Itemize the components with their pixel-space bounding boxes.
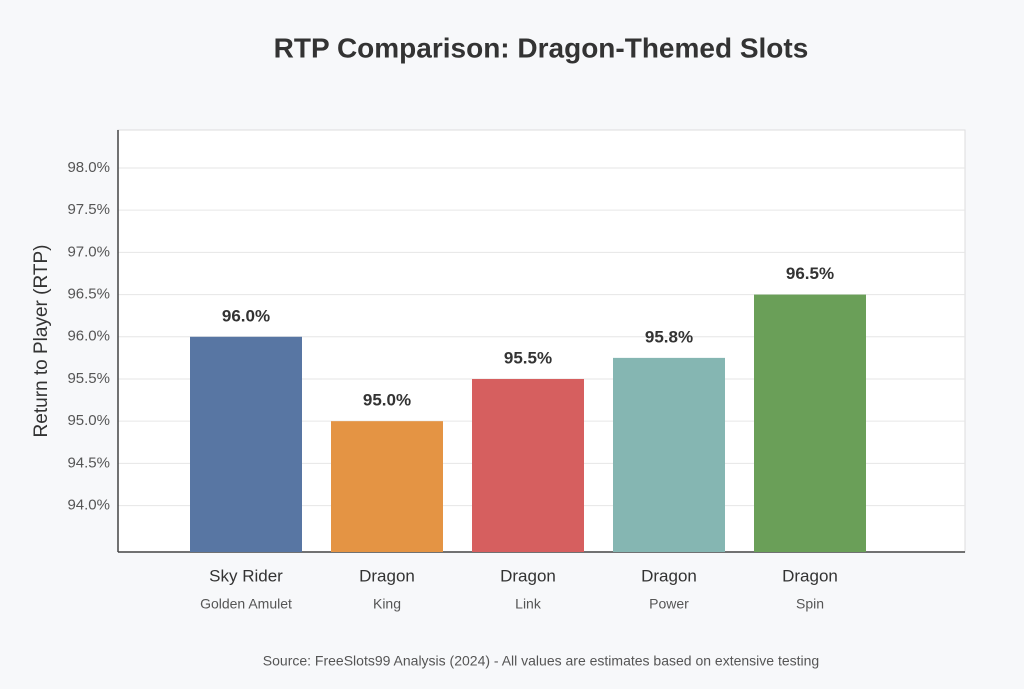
x-tick-sublabel: Link — [515, 596, 542, 612]
data-label: 96.5% — [786, 264, 834, 283]
x-tick-sublabel: King — [373, 596, 401, 612]
x-tick-sublabel: Power — [649, 596, 689, 612]
data-label: 95.5% — [504, 348, 552, 367]
y-tick-label: 94.0% — [67, 497, 110, 514]
x-tick-sublabel: Spin — [796, 596, 824, 612]
data-label: 96.0% — [222, 306, 270, 325]
x-tick-sublabel: Golden Amulet — [200, 596, 292, 612]
bar — [472, 378, 584, 552]
x-tick-label: Dragon — [500, 566, 556, 585]
y-tick-label: 94.5% — [67, 454, 110, 471]
bar — [331, 421, 443, 552]
y-axis-label: Return to Player (RTP) — [31, 245, 52, 438]
y-tick-label: 97.0% — [67, 243, 110, 260]
y-tick-label: 96.5% — [67, 286, 110, 303]
x-tick-label: Dragon — [782, 566, 838, 585]
bar — [613, 357, 725, 552]
y-tick-label: 95.5% — [67, 370, 110, 387]
source-note: Source: FreeSlots99 Analysis (2024) - Al… — [263, 653, 819, 669]
y-tick-label: 98.0% — [67, 159, 110, 176]
y-tick-label: 96.0% — [67, 328, 110, 345]
x-tick-label: Dragon — [359, 566, 415, 585]
bar — [754, 294, 866, 552]
data-label: 95.8% — [645, 327, 693, 346]
x-tick-label: Sky Rider — [209, 566, 283, 585]
x-tick-label: Dragon — [641, 566, 697, 585]
y-tick-label: 97.5% — [67, 201, 110, 218]
y-tick-label: 95.0% — [67, 412, 110, 429]
bar — [190, 336, 302, 552]
chart-title: RTP Comparison: Dragon-Themed Slots — [274, 32, 809, 63]
data-label: 95.0% — [363, 391, 411, 410]
